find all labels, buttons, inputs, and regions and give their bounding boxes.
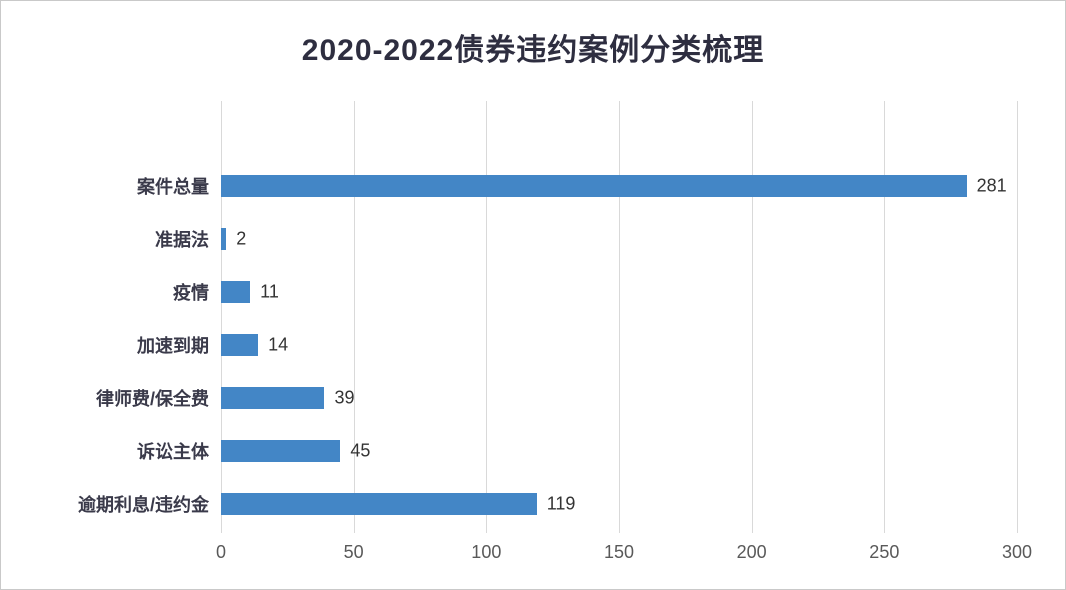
category-label: 疫情: [173, 282, 209, 303]
category-label: 律师费/保全费: [95, 389, 209, 410]
gridline: [353, 101, 355, 533]
bar-rows: 案件总量 281 准据法 2 疫情 11 加速到期 14 律师费/保全费 39 诉讼主体 45 逾期利息…: [1, 159, 1017, 531]
bar-row: 加速到期 14: [1, 318, 1017, 371]
bar: [221, 387, 325, 410]
bar-row: 案件总量 281: [1, 159, 1017, 212]
bar-zone: 45: [221, 425, 1017, 478]
bar-row: 律师费/保全费 39: [1, 372, 1017, 425]
gridline: [486, 101, 488, 533]
x-tick-label: 100: [471, 542, 502, 562]
bar: [221, 440, 341, 463]
gridline: [751, 101, 753, 533]
value-label: 14: [268, 334, 289, 355]
x-tick-label: 250: [869, 542, 900, 562]
bar-zone: 2: [221, 212, 1017, 265]
category-label: 逾期利息/违约金: [77, 495, 209, 516]
bar-row: 逾期利息/违约金 119: [1, 478, 1017, 531]
x-tick-label: 150: [603, 542, 635, 562]
x-axis: 0 50 100 150 200 250 300: [216, 542, 1032, 568]
bar: [221, 174, 967, 197]
bar: [221, 280, 251, 303]
value-label: 2: [236, 228, 247, 249]
gridline: [884, 101, 886, 533]
bar: [221, 333, 259, 356]
gridline: [1017, 101, 1018, 533]
gridline: [619, 101, 620, 533]
bar-zone: 39: [221, 372, 1017, 425]
category-label: 准据法: [155, 229, 209, 250]
gridlines: [221, 101, 1018, 533]
value-label: 11: [260, 281, 279, 302]
category-label: 加速到期: [137, 335, 209, 356]
gridline: [221, 101, 222, 533]
bar-zone: 281: [221, 159, 1017, 212]
value-label: 119: [546, 493, 576, 514]
x-tick-label: 0: [215, 542, 227, 562]
bar-zone: 14: [221, 318, 1017, 371]
bar-zone: 119: [221, 478, 1017, 531]
value-label: 39: [334, 387, 355, 408]
category-label: 诉讼主体: [137, 442, 209, 463]
x-tick-label: 300: [1001, 542, 1033, 562]
value-label: 281: [976, 175, 1007, 196]
bar-row: 诉讼主体 45: [1, 425, 1017, 478]
bar-zone: 11: [221, 265, 1017, 318]
x-tick-label: 200: [736, 542, 767, 562]
bar: [221, 493, 537, 516]
chart-title: 2020-2022债券违约案例分类梳理: [301, 34, 765, 67]
bar: [221, 227, 227, 250]
value-label: 45: [350, 440, 371, 461]
x-tick-label: 50: [343, 542, 364, 562]
category-label: 案件总量: [137, 176, 209, 197]
bar-row: 疫情 11: [1, 265, 1017, 318]
bar-row: 准据法 2: [1, 212, 1017, 265]
